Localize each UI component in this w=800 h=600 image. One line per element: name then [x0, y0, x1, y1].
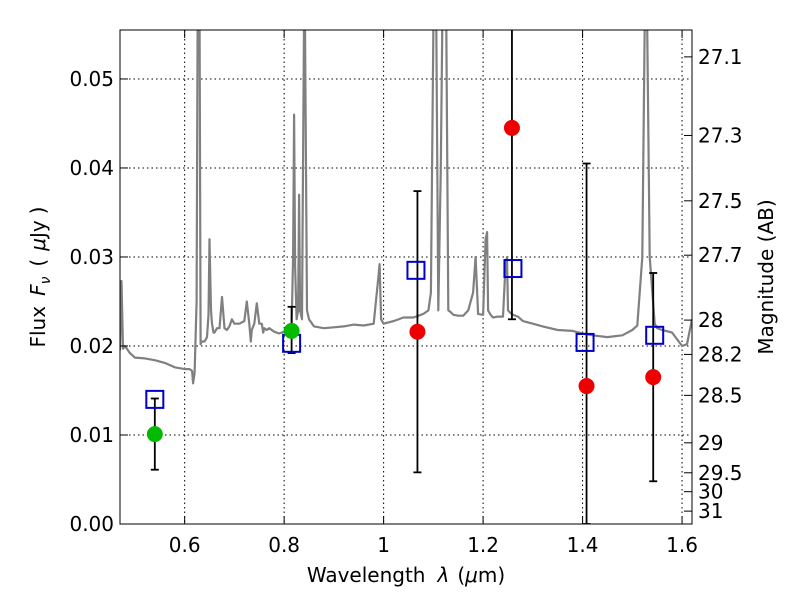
y-tick-label: 0.04	[69, 156, 114, 180]
y-axis-unit-mu: μ	[26, 238, 50, 252]
right-tick-label: 28	[698, 308, 723, 332]
model-photometry-square	[503, 259, 523, 279]
y-axis-label-flux: Flux	[26, 306, 50, 348]
y-tick-label: 0.01	[69, 423, 114, 447]
x-axis-unit-mu: μ	[464, 563, 478, 587]
x-tick-label: 1.2	[467, 533, 499, 557]
x-tick-labels: 0.6 0.8 1 1.2 1.4 1.6	[169, 533, 698, 557]
y-axis-symbol-nu: ν	[38, 276, 54, 284]
y-axis-unit-jy: Jy	[26, 220, 50, 240]
right-tick-label: 29	[698, 431, 723, 455]
y-axis-label-right: Magnitude (AB)	[754, 199, 778, 354]
right-tick-label: 27.7	[698, 243, 743, 267]
grid	[120, 30, 692, 525]
model-photometry-square	[406, 260, 426, 280]
y-tick-label: 0.00	[69, 512, 114, 536]
x-axis-unit-open: (	[457, 563, 465, 587]
y-axis-unit-open: (	[26, 259, 50, 267]
right-tick-label: 27.5	[698, 189, 743, 213]
detection-point	[283, 322, 300, 339]
y-tick-label: 0.03	[69, 245, 114, 269]
x-tick-label: 0.8	[268, 533, 300, 557]
axis-ticks	[120, 30, 692, 525]
model-photometry-square	[145, 389, 165, 409]
x-axis-label: Wavelength λ (μm)	[307, 563, 505, 587]
nondetection-point	[409, 323, 426, 340]
x-axis-unit-rest: m)	[478, 563, 505, 587]
y-axis-label-left: Flux Fν ( μJy)	[26, 206, 54, 347]
nondetection-point	[645, 369, 662, 386]
nondetection-point	[578, 378, 595, 395]
y-axis-symbol-f: F	[26, 284, 50, 296]
right-tick-label: 31	[698, 499, 723, 523]
x-axis-lambda: λ	[436, 563, 449, 587]
y-tick-labels: 0.00 0.01 0.02 0.03 0.04 0.05	[69, 67, 114, 536]
x-tick-label: 1.4	[567, 533, 599, 557]
right-tick-label: 28.2	[698, 342, 743, 366]
x-tick-label: 1.6	[666, 533, 698, 557]
y-tick-label: 0.05	[69, 67, 114, 91]
data-points	[145, 30, 665, 524]
x-tick-label: 1	[377, 533, 390, 557]
model-photometry-square	[575, 332, 595, 352]
detection-point	[146, 426, 163, 443]
right-tick-label: 29.5	[698, 461, 743, 485]
model-photometry-square	[645, 325, 665, 345]
right-tick-label: 30	[698, 480, 723, 504]
right-tick-label: 27.1	[698, 45, 743, 69]
plot-frame	[119, 29, 693, 525]
right-tick-label: 27.3	[698, 123, 743, 147]
right-tick-label: 28.5	[698, 383, 743, 407]
y-axis-unit-close: )	[26, 206, 50, 214]
nondetection-point	[503, 119, 520, 136]
x-axis-label-word: Wavelength	[307, 563, 426, 587]
y-tick-label: 0.02	[69, 334, 114, 358]
x-tick-label: 0.6	[169, 533, 201, 557]
